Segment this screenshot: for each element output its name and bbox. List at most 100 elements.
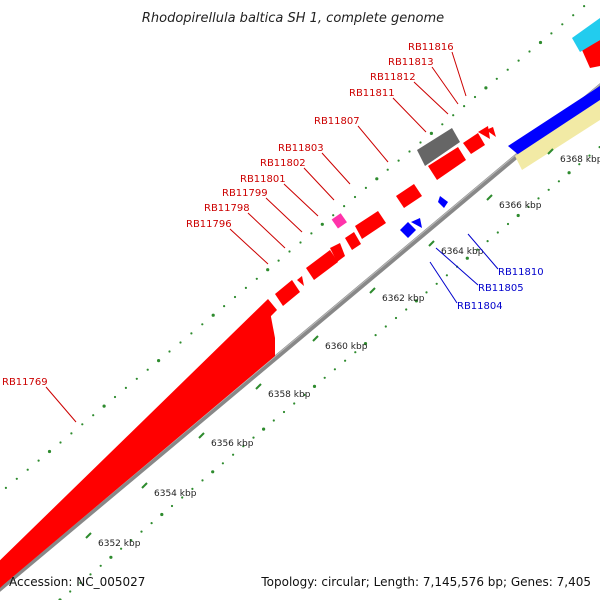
gene-label: RB11799 (222, 188, 268, 199)
ring-dot (452, 114, 455, 117)
tick-mark (547, 148, 554, 155)
gene-rb11769-body (0, 299, 277, 588)
tick-label: 6366 kbp (499, 201, 542, 211)
ring-dot (561, 23, 564, 26)
tick-mark (255, 383, 262, 390)
reverse-strand-genes (400, 86, 600, 238)
ring-dot (221, 462, 224, 465)
ring-dot (130, 539, 133, 542)
tick-label: 6358 kbp (268, 390, 311, 400)
genome-title: Rhodopirellula baltica SH 1, complete ge… (142, 11, 444, 26)
tick-mark (369, 287, 376, 294)
ring-dot (102, 404, 106, 408)
ring-dot (312, 384, 317, 388)
ring-dot (435, 282, 438, 285)
ring-dot (244, 286, 247, 289)
ring-dot (37, 459, 40, 462)
ring-dot (181, 496, 184, 499)
ring-dot (120, 547, 123, 550)
ring-dot (47, 449, 52, 454)
ring-dot (332, 214, 335, 217)
ring-dot (288, 250, 291, 253)
ring-dot (557, 180, 561, 183)
outer-dotted-ring (4, 5, 586, 489)
ring-dot (255, 277, 258, 280)
ring-dot (223, 305, 226, 308)
ring-dot (79, 581, 82, 585)
tick-mark (486, 194, 493, 201)
gene-label: RB11798 (204, 203, 250, 214)
ring-dot (157, 359, 161, 363)
tick-mark (141, 482, 148, 489)
label-leader (45, 386, 77, 423)
tick-label: 6368 kbp (560, 155, 600, 165)
gene-pink (331, 213, 347, 229)
ring-dot (299, 241, 302, 244)
ring-dot (354, 351, 357, 354)
label-leader (431, 66, 459, 105)
ring-dot (89, 573, 92, 576)
gene-edge-blue (508, 86, 600, 156)
accession-text: Accession: NC_005027 (9, 575, 145, 589)
gene-rb11798 (297, 276, 304, 286)
gene-rb11804 (400, 222, 416, 238)
ring-dot (150, 522, 153, 525)
gene-rb11803 (355, 211, 386, 239)
label-leader (229, 228, 269, 265)
gene-label: RB11769 (2, 377, 48, 388)
ring-dot (516, 213, 520, 218)
ring-dot (211, 313, 215, 317)
ring-dot (528, 50, 531, 53)
ring-dot (441, 123, 444, 126)
label-leader (392, 97, 427, 133)
ring-dot (252, 436, 255, 439)
ring-dot (233, 295, 237, 299)
ring-dot (496, 231, 499, 234)
ring-dot (190, 332, 193, 335)
ring-dot (465, 256, 469, 260)
ring-dot (99, 564, 102, 567)
ring-dot (353, 195, 357, 199)
gene-label: RB11813 (388, 57, 434, 68)
ring-dot (15, 477, 18, 480)
ring-dot (414, 299, 418, 303)
ring-dot (364, 186, 367, 189)
ring-dot (578, 163, 581, 166)
ring-dot (374, 334, 377, 337)
gene-label: RB11816 (408, 42, 454, 53)
ring-dot (476, 248, 479, 251)
tick-label: 6360 kbp (325, 342, 368, 352)
ring-dot (343, 205, 346, 208)
ring-dot (429, 131, 433, 135)
label-leader (247, 212, 286, 249)
gene-label: RB11810 (498, 267, 544, 278)
gene-label: RB11811 (349, 88, 395, 99)
ring-dot (303, 393, 306, 396)
ring-dot (344, 359, 347, 362)
ring-dot (506, 68, 509, 71)
gene-label: RB11803 (278, 143, 324, 154)
tick-mark (428, 240, 435, 247)
reverse-gene-labels: RB11810 RB11805 RB11804 (429, 233, 544, 312)
genome-backbone (0, 83, 600, 592)
label-leader (429, 261, 458, 304)
ring-dot (201, 479, 204, 482)
inner-dotted-ring (58, 146, 600, 600)
gene-label: RB11796 (186, 219, 232, 230)
ring-dot (547, 188, 550, 191)
gene-label: RB11801 (240, 174, 286, 185)
ring-dot (59, 441, 62, 444)
ring-dot (26, 468, 29, 471)
gene-rb11805 (411, 218, 422, 228)
ring-dot (140, 530, 143, 533)
ring-dot (277, 259, 280, 262)
ring-dot (394, 316, 398, 320)
ring-dot (266, 268, 270, 272)
gene-label: RB11807 (314, 116, 360, 127)
ring-dot (567, 171, 571, 175)
gene-rb11816 (486, 127, 496, 137)
forward-strand-genes (0, 40, 600, 588)
ring-dot (320, 222, 324, 226)
ring-dot (146, 368, 149, 371)
